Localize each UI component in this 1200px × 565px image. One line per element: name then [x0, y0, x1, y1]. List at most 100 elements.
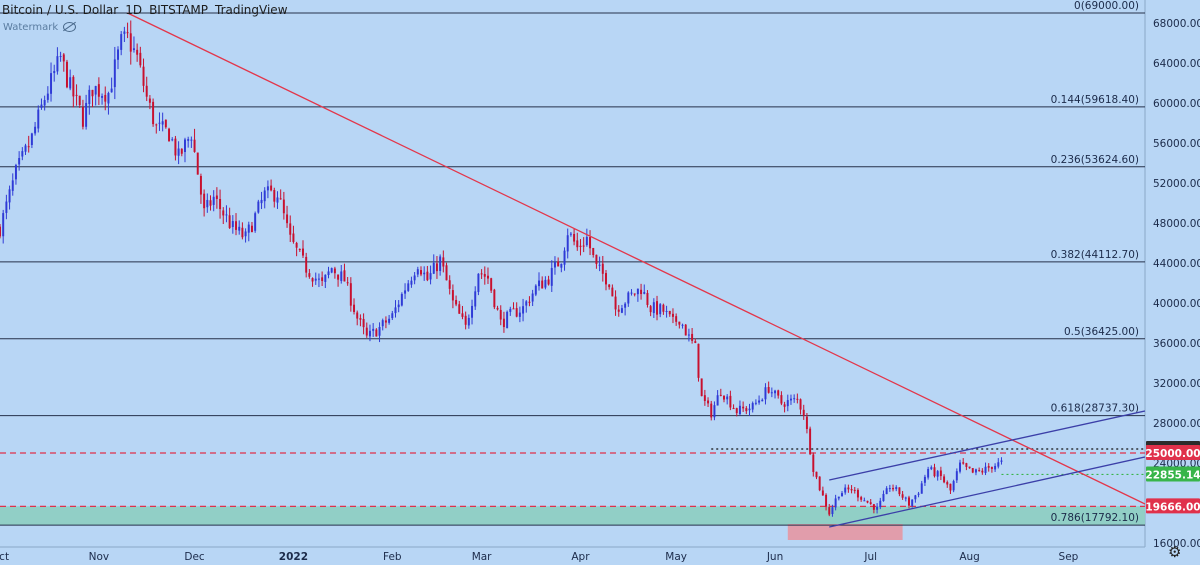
candle-body [777, 390, 780, 396]
chart-header: Bitcoin / U.S. Dollar 1D BITSTAMP TradingVi… [2, 3, 295, 17]
candle-body [528, 301, 531, 303]
price-badge-22855.14[interactable]: 22855.14 [1145, 466, 1200, 482]
candle-body [636, 288, 639, 295]
candle-body [959, 462, 962, 472]
candle-body [404, 290, 407, 294]
candle-body [569, 233, 572, 235]
candle-body [968, 466, 971, 469]
candle-body [633, 293, 636, 295]
candle-body [997, 462, 1000, 467]
price-badge-25000.00[interactable]: 25000.00 [1145, 445, 1200, 460]
candle-body [164, 119, 167, 128]
candle-body [735, 408, 738, 414]
candle-body [471, 305, 474, 318]
x-tick-label: Sep [1059, 551, 1079, 563]
symbol-title[interactable]: Bitcoin / U.S. Dollar [2, 3, 119, 17]
candle-body [805, 416, 808, 430]
price-badge-19666.00[interactable]: 19666.00 [1145, 498, 1200, 514]
candle-body [177, 148, 180, 156]
y-tick-label: 44000.00 [1153, 258, 1200, 270]
x-tick-label: Aug [959, 551, 980, 563]
candle-body [314, 278, 317, 281]
candle-body [640, 289, 643, 295]
candle-body [203, 193, 206, 209]
settings-gear-icon[interactable]: ⚙ [1168, 543, 1182, 561]
candle-body [126, 32, 129, 34]
candle-body [856, 489, 859, 498]
candle-body [834, 498, 837, 508]
hidden-eye-icon[interactable] [63, 22, 77, 32]
candle-body [129, 33, 132, 52]
candle-body [923, 476, 926, 483]
candle-body [168, 128, 171, 142]
candle-body [506, 311, 509, 329]
candle-body [426, 271, 429, 281]
candle-body [595, 254, 598, 265]
candle-body [579, 245, 582, 247]
candle-body [381, 320, 384, 327]
candle-body [608, 284, 611, 288]
candle-body [665, 311, 668, 313]
candle-body [458, 304, 461, 314]
candle-body [974, 469, 977, 473]
candle-body [767, 387, 770, 393]
candle-body [793, 398, 796, 400]
candle-body [681, 324, 684, 326]
candle-body [847, 487, 850, 490]
candle-body [978, 470, 981, 472]
candle-body [853, 489, 856, 491]
candle-body [123, 31, 126, 34]
candle-body [812, 454, 815, 472]
candle-body [337, 274, 340, 280]
candle-body [247, 224, 250, 233]
candle-body [965, 463, 968, 467]
candle-body [659, 304, 662, 315]
candle-body [557, 261, 560, 267]
candle-body [560, 263, 563, 268]
x-tick-label: Jul [863, 551, 877, 563]
candle-body [145, 85, 148, 97]
y-tick-label: 68000.00 [1153, 18, 1200, 30]
candle-body [652, 302, 655, 314]
interval-label[interactable]: 1D [125, 3, 143, 17]
candle-body [298, 249, 301, 251]
candle-body [391, 313, 394, 319]
price-badge-bg [1146, 498, 1200, 514]
y-tick-label: 64000.00 [1153, 58, 1200, 70]
x-tick-label: Nov [89, 551, 110, 563]
candle-body [901, 494, 904, 498]
candle-body [69, 77, 72, 89]
candle-body [368, 330, 371, 337]
candle-body [120, 34, 123, 50]
candle-body [311, 278, 314, 282]
watermark: Watermark [3, 22, 77, 33]
candle-body [927, 469, 930, 478]
candle-body [984, 466, 987, 473]
candle-body [378, 326, 381, 336]
candle-body [30, 133, 33, 145]
candle-body [183, 139, 186, 153]
candle-body [738, 405, 741, 415]
candle-body [266, 186, 269, 191]
candle-body [522, 306, 525, 314]
candle-body [451, 290, 454, 301]
candle-body [27, 146, 30, 148]
candle-body [464, 315, 467, 325]
candle-body [11, 180, 14, 191]
candle-body [662, 304, 665, 312]
candle-body [139, 52, 142, 66]
candle-body [263, 190, 266, 202]
candle-body [850, 489, 853, 491]
candle-body [244, 231, 247, 237]
candle-body [799, 399, 802, 410]
candle-body [420, 270, 422, 275]
candle-body [962, 462, 965, 464]
candle-body [563, 250, 566, 265]
candle-body [592, 247, 595, 255]
candle-body [512, 308, 515, 310]
candle-body [400, 293, 403, 306]
candle-body [780, 395, 783, 404]
candle-body [180, 148, 183, 154]
